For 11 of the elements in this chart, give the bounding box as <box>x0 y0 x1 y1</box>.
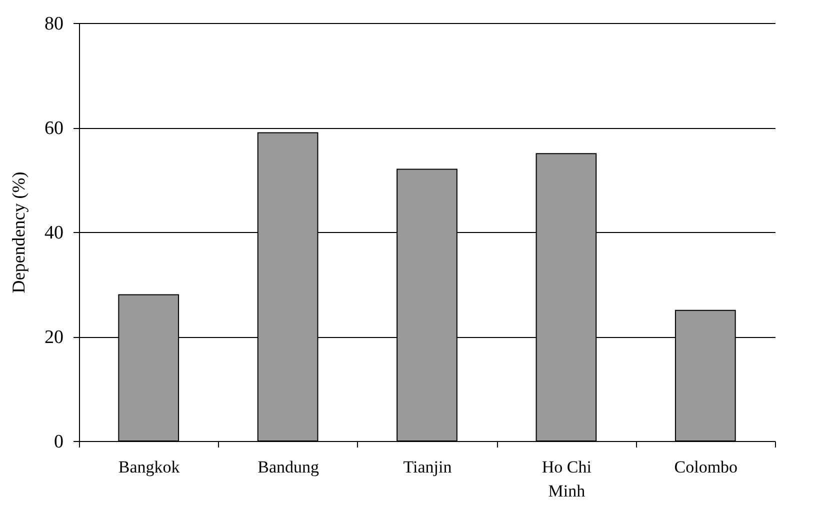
x-tick-label: Bandung <box>258 458 320 476</box>
y-axis-title: Dependency (%) <box>8 172 28 294</box>
x-tick-label: Bangkok <box>118 458 180 476</box>
y-tick-label: 20 <box>44 327 64 348</box>
y-tick-label: 60 <box>44 118 64 139</box>
x-tick-label: Tianjin <box>403 458 452 476</box>
x-tick-label: Colombo <box>674 458 738 476</box>
y-tick-label: 80 <box>44 14 64 34</box>
y-tick-label: 40 <box>44 222 64 244</box>
y-tick-label: 0 <box>54 432 64 452</box>
x-tick-label: Ho Chi Minh <box>542 458 592 500</box>
